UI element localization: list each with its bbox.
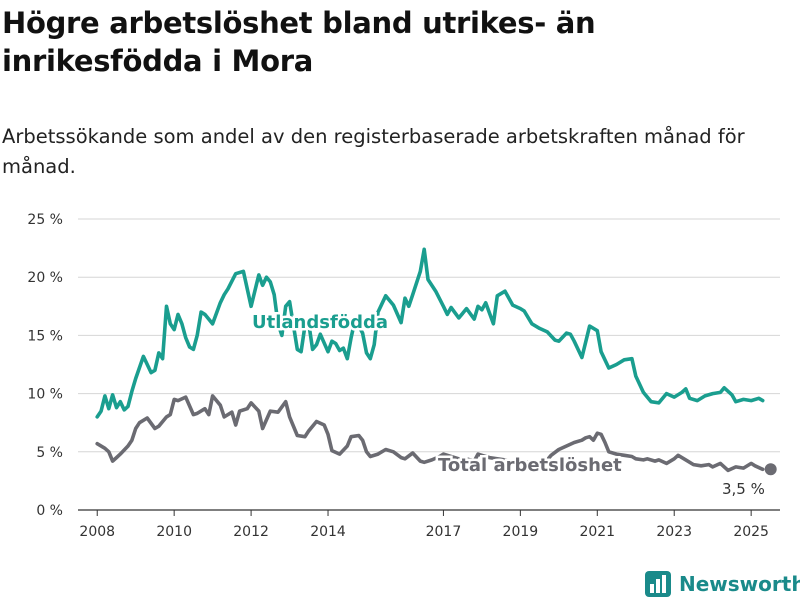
x-axis-ticks: 2008 2010 2012 2014 2017 2019 2021 2023 2025 [79,510,769,540]
series-labels: Utlandsfödda Total arbetslöshet 3,5 % [250,310,777,498]
bar-chart-logo-icon [645,571,671,597]
series-label-utlandsfodda: Utlandsfödda [252,312,388,333]
series-line-total-arbetsloshet [95,394,765,473]
x-tick-label: 2012 [233,524,269,540]
grid-lines [78,218,780,511]
brand-name: Newsworthy [679,572,800,596]
y-axis-ticks: 0 % 5 % 10 % 15 % 20 % 25 % [27,212,63,519]
x-tick-label: 2019 [503,524,539,540]
x-tick-label: 2023 [656,524,692,540]
x-tick-label: 2025 [733,524,769,540]
end-point-marker [764,463,777,476]
x-tick-label: 2021 [579,524,615,540]
y-tick-label: 20 % [27,270,63,286]
y-tick-label: 25 % [27,212,63,228]
brand-logo: Newsworthy [645,569,800,599]
x-tick-label: 2010 [156,524,192,540]
y-tick-label: 15 % [27,328,63,344]
series-label-total-arbetsloshet: Total arbetslöshet [438,455,622,476]
series-line-utlandsfodda [95,247,765,419]
x-tick-label: 2017 [426,524,462,540]
x-tick-label: 2008 [79,524,115,540]
y-tick-label: 5 % [36,445,63,461]
chart-subtitle: Arbetssökande som andel av den registerb… [2,125,745,178]
y-tick-label: 0 % [36,503,63,519]
chart-title: Högre arbetslöshet bland utrikes- än inr… [2,6,596,78]
end-value-label: 3,5 % [722,480,765,498]
y-tick-label: 10 % [27,387,63,403]
series-lines [95,247,765,473]
x-tick-label: 2014 [310,524,346,540]
